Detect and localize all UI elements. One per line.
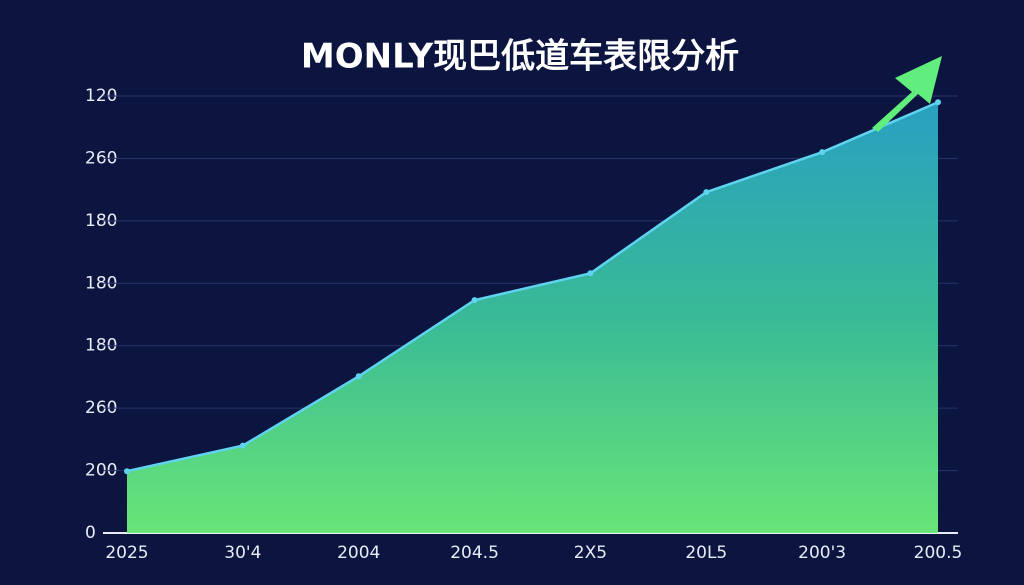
y-tick-label: 180 <box>85 211 117 231</box>
x-tick-label: 20L5 <box>685 543 727 563</box>
point <box>587 270 594 277</box>
x-tick-label: 200.5 <box>914 543 963 563</box>
line <box>126 101 939 473</box>
point <box>703 189 710 196</box>
point <box>935 99 941 106</box>
y-tick-label: 260 <box>85 398 117 418</box>
point <box>819 149 826 156</box>
x-tick-label: 30'4 <box>224 543 261 563</box>
x-tick-label: 200'3 <box>798 543 846 563</box>
y-tick-label: 200 <box>85 461 117 481</box>
x-tick-label: 204.5 <box>450 543 499 563</box>
chart-title: MONLY现巴低道车表限分析 <box>301 37 739 77</box>
y-tick-label: 260 <box>85 148 117 168</box>
point <box>124 468 130 475</box>
x-tick-label: 2025 <box>105 543 148 563</box>
point <box>471 297 478 304</box>
y-tick-label: 120 <box>85 86 117 106</box>
trend-arrow <box>872 56 942 132</box>
point <box>239 442 246 449</box>
y-tick-label: 180 <box>85 273 117 293</box>
y-tick-label: 180 <box>85 336 117 356</box>
x-tick-label: 2Ⅹ5 <box>574 543 607 563</box>
x-tick-label: 2004 <box>337 543 380 563</box>
area <box>127 102 938 533</box>
y-tick-label: 0 <box>85 523 96 543</box>
point <box>355 373 362 380</box>
